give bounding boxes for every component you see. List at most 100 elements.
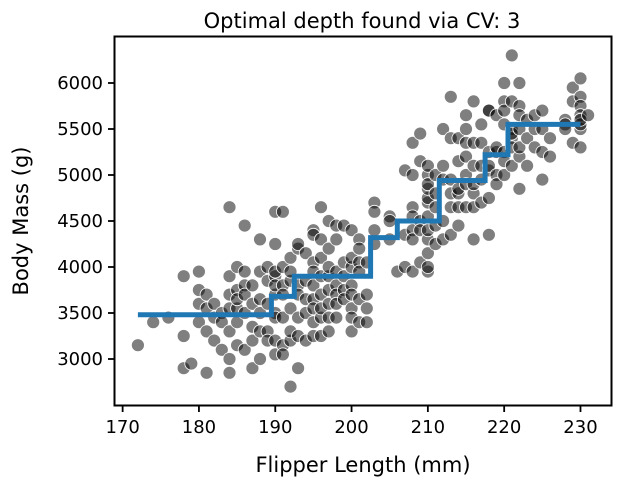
scatter-point	[420, 158, 435, 173]
y-tick-label: 6000	[57, 73, 103, 94]
step-line-layer	[137, 121, 581, 318]
scatter-point	[344, 223, 359, 238]
scatter-point	[520, 131, 534, 146]
scatter-point	[382, 214, 397, 228]
scatter-point	[214, 342, 229, 357]
y-axis-label: Body Mass (g)	[9, 147, 33, 296]
scatter-point	[237, 342, 252, 357]
y-axis-ticks: 3000 3500 4000 4500 5000 5500 6000	[57, 73, 115, 370]
scatter-point	[497, 76, 512, 90]
scatter-point	[275, 204, 290, 219]
scatter-point	[535, 103, 550, 118]
scatter-point	[512, 76, 527, 90]
scatter-point	[298, 246, 313, 261]
x-tick-label: 180	[182, 417, 216, 438]
scatter-point	[520, 158, 534, 173]
x-tick-label: 200	[334, 417, 368, 438]
scatter-point	[245, 361, 260, 376]
scatter-point	[283, 301, 298, 316]
scatter-point	[237, 218, 252, 233]
scatter-point	[420, 246, 435, 261]
x-tick-label: 190	[258, 417, 292, 438]
scatter-point	[489, 177, 504, 192]
scatter-point	[222, 324, 237, 339]
y-tick-label: 4000	[57, 257, 103, 278]
scatter-point	[443, 89, 458, 104]
scatter-point	[222, 365, 237, 380]
scatter-point	[512, 181, 527, 196]
scatter-point	[405, 232, 420, 247]
scatter-point	[237, 264, 252, 279]
scatter-point	[306, 278, 321, 293]
scatter-point	[237, 287, 252, 302]
scatter-point	[222, 352, 237, 366]
scatter-point	[543, 131, 557, 146]
scatter-point	[420, 260, 435, 274]
scatter-point	[207, 333, 222, 348]
scatter-point	[130, 338, 145, 353]
scatter-point	[535, 172, 550, 187]
scatter-point	[291, 237, 306, 251]
scatter-point	[497, 103, 512, 118]
x-tick-label: 170	[105, 417, 139, 438]
scatter-point	[436, 122, 451, 136]
scatter-point	[504, 48, 519, 63]
scatter-point	[283, 379, 298, 394]
scatter-point	[474, 117, 489, 132]
scatter-point	[176, 269, 191, 284]
scatter-point	[199, 365, 214, 380]
scatter-point	[359, 287, 374, 302]
scatter-point	[207, 296, 222, 311]
scatter-point	[268, 237, 283, 251]
scatter-point	[253, 352, 267, 366]
scatter-point	[321, 324, 336, 339]
scatter-point	[565, 80, 580, 95]
scatter-point	[443, 227, 458, 242]
scatter-point	[222, 269, 237, 284]
scatter-point	[504, 158, 519, 173]
step-line	[137, 121, 581, 318]
scatter-point	[199, 287, 214, 302]
scatter-point	[466, 232, 481, 247]
scatter-point	[199, 324, 214, 339]
scatter-point	[405, 135, 420, 150]
scatter-point	[413, 126, 428, 141]
scatter-point	[459, 149, 473, 164]
scatter-point	[474, 135, 489, 150]
scatter-point	[146, 315, 161, 330]
scatter-point	[573, 71, 588, 86]
scatter-point	[184, 356, 199, 371]
scatter-point	[481, 191, 496, 205]
y-tick-label: 5000	[57, 165, 103, 186]
scatter-point	[367, 204, 382, 219]
scatter-point	[359, 301, 374, 316]
scatter-point	[314, 200, 328, 215]
scatter-point	[245, 333, 260, 348]
scatter-point	[321, 241, 336, 256]
scatter-point	[543, 149, 557, 164]
scatter-point	[352, 241, 367, 256]
scatter-point	[191, 264, 206, 279]
scatter-point	[253, 232, 267, 247]
scatter-point	[466, 94, 481, 109]
scatter-point	[497, 168, 512, 182]
y-tick-label: 3000	[57, 349, 103, 370]
scatter-point	[581, 108, 595, 123]
x-axis-ticks: 170 180 190 200 210 220 230	[105, 405, 598, 438]
scatter-point	[405, 264, 420, 279]
scatter-point	[291, 361, 306, 376]
scatter-point	[344, 324, 359, 339]
x-tick-label: 210	[411, 417, 445, 438]
x-tick-label: 220	[487, 417, 521, 438]
scatter-point	[283, 250, 298, 265]
scatter-point	[512, 140, 527, 155]
y-tick-label: 5500	[57, 119, 103, 140]
scatter-point	[314, 232, 328, 247]
y-tick-label: 3500	[57, 303, 103, 324]
scatter-point	[275, 310, 290, 325]
scatter-point	[367, 223, 382, 238]
points-layer	[130, 48, 595, 394]
scatter-point	[405, 168, 420, 182]
x-axis-label: Flipper Length (mm)	[255, 453, 470, 477]
